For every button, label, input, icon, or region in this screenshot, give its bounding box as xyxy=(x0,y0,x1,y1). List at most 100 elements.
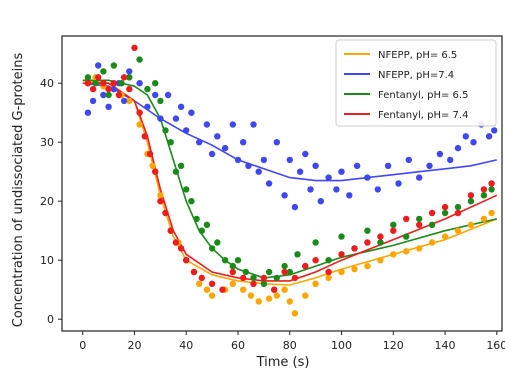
data-point-series-3 xyxy=(364,227,371,234)
data-point-series-1 xyxy=(291,310,299,317)
data-point-series-4 xyxy=(146,150,154,158)
data-point-series-1 xyxy=(390,251,397,258)
data-point-series-3 xyxy=(136,56,143,63)
data-point-series-2 xyxy=(89,97,97,105)
data-point-series-3 xyxy=(454,203,462,211)
data-point-series-2 xyxy=(260,156,268,164)
data-point-series-3 xyxy=(177,162,185,169)
y-axis-label: Concentration of undissociated G-protein… xyxy=(11,52,26,327)
data-point-series-4 xyxy=(312,257,319,264)
x-axis-label: Time (s) xyxy=(256,355,310,370)
legend-label: NFEPP, pH= 6.5 xyxy=(378,50,457,61)
data-point-series-3 xyxy=(281,262,288,270)
data-point-series-1 xyxy=(325,274,332,282)
data-point-series-3 xyxy=(198,227,205,234)
data-point-series-4 xyxy=(403,215,410,223)
data-point-series-3 xyxy=(480,192,488,199)
data-point-series-4 xyxy=(229,268,236,276)
data-point-series-2 xyxy=(286,156,293,164)
y-tick-label: 0 xyxy=(47,313,54,326)
data-point-series-4 xyxy=(480,186,488,193)
data-point-series-2 xyxy=(353,162,361,169)
data-point-series-4 xyxy=(95,74,102,81)
data-point-series-2 xyxy=(374,186,381,193)
data-point-series-3 xyxy=(260,280,268,287)
data-point-series-3 xyxy=(92,80,99,87)
data-point-series-2 xyxy=(273,139,280,146)
data-point-series-3 xyxy=(234,257,242,264)
data-point-series-1 xyxy=(403,248,410,255)
data-point-series-1 xyxy=(157,192,164,199)
data-point-series-4 xyxy=(302,262,309,270)
legend-label: NFEPP, pH=7.4 xyxy=(378,70,454,81)
data-point-series-2 xyxy=(188,109,195,116)
fit-line-series-2 xyxy=(82,82,497,182)
data-point-series-3 xyxy=(118,80,125,87)
data-point-series-1 xyxy=(364,262,371,270)
data-point-series-3 xyxy=(221,257,229,264)
data-point-series-4 xyxy=(351,245,358,252)
data-point-series-1 xyxy=(208,292,216,299)
data-point-series-3 xyxy=(312,239,319,246)
data-point-series-3 xyxy=(183,186,190,193)
data-point-series-2 xyxy=(364,174,371,181)
data-point-series-4 xyxy=(136,109,143,116)
fit-line-series-1 xyxy=(82,79,498,286)
data-point-series-4 xyxy=(441,203,449,211)
plot-area-border xyxy=(61,35,503,332)
data-point-series-3 xyxy=(100,68,107,75)
data-point-series-2 xyxy=(325,174,332,181)
data-point-series-3 xyxy=(105,91,112,99)
data-point-series-1 xyxy=(126,97,133,105)
data-point-series-4 xyxy=(167,227,174,234)
x-tick-label: 120 xyxy=(383,339,404,352)
data-point-series-2 xyxy=(100,91,107,99)
data-point-series-3 xyxy=(203,221,211,228)
data-point-series-1 xyxy=(302,292,309,299)
data-point-series-4 xyxy=(177,245,185,252)
data-point-series-1 xyxy=(196,280,203,287)
data-point-series-1 xyxy=(281,286,288,293)
x-tick-label: 40 xyxy=(179,339,193,352)
data-point-series-3 xyxy=(265,268,273,276)
data-point-series-3 xyxy=(126,74,133,81)
data-point-series-2 xyxy=(454,144,462,152)
data-point-series-4 xyxy=(183,257,190,264)
y-tick-label: 10 xyxy=(40,254,54,267)
data-point-series-4 xyxy=(198,274,205,282)
data-point-series-2 xyxy=(436,150,444,158)
data-point-series-3 xyxy=(208,245,216,252)
data-point-series-4 xyxy=(467,192,475,199)
data-point-series-1 xyxy=(441,233,449,240)
data-point-series-3 xyxy=(110,62,118,69)
data-point-series-4 xyxy=(364,239,371,246)
data-point-series-4 xyxy=(120,74,128,81)
data-point-series-3 xyxy=(162,127,169,134)
data-point-series-4 xyxy=(126,85,133,93)
data-point-series-3 xyxy=(250,274,257,282)
data-point-series-4 xyxy=(488,180,495,187)
data-point-series-2 xyxy=(152,91,159,99)
data-point-series-4 xyxy=(377,233,384,240)
data-point-series-4 xyxy=(110,80,118,87)
y-tick-label: 40 xyxy=(40,77,54,90)
data-point-series-4 xyxy=(325,268,332,276)
data-point-series-2 xyxy=(296,168,304,175)
data-point-series-2 xyxy=(177,103,185,111)
plot-frame xyxy=(61,35,503,332)
data-point-series-3 xyxy=(325,257,332,264)
data-point-series-3 xyxy=(467,198,475,205)
data-point-series-2 xyxy=(491,127,498,134)
data-point-series-4 xyxy=(390,227,397,234)
data-point-series-2 xyxy=(333,186,340,193)
data-point-series-3 xyxy=(188,198,195,205)
data-point-series-2 xyxy=(426,162,433,169)
x-tick-label: 0 xyxy=(79,339,86,352)
data-point-series-1 xyxy=(203,286,211,293)
data-point-series-2 xyxy=(214,133,221,140)
data-point-series-3 xyxy=(441,209,449,217)
x-tick-label: 80 xyxy=(283,339,297,352)
legend-box xyxy=(335,39,497,127)
data-point-series-2 xyxy=(317,198,324,205)
data-point-series-3 xyxy=(157,97,164,105)
